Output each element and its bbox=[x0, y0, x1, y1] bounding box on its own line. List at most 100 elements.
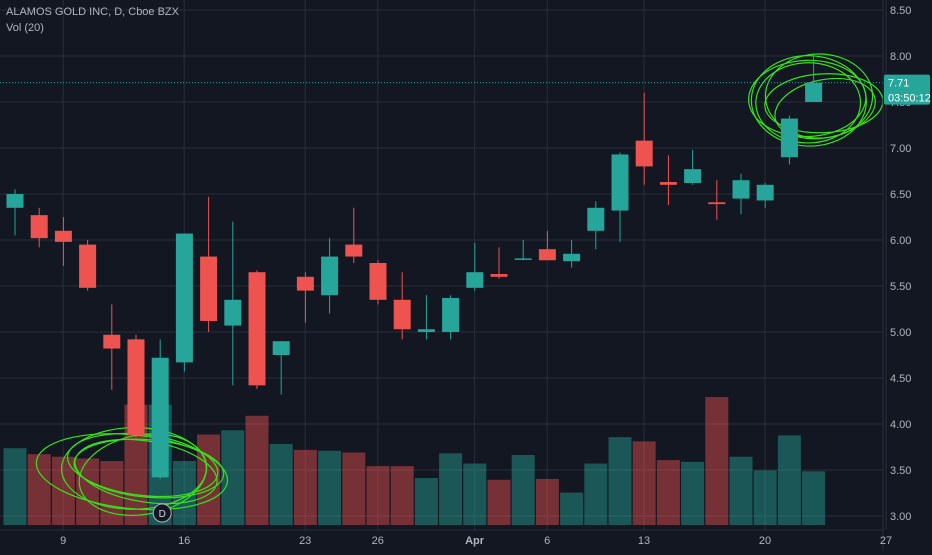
volume-bar bbox=[318, 450, 342, 525]
price-tick-label: 6.50 bbox=[890, 189, 911, 201]
candle-body bbox=[538, 249, 556, 261]
candle bbox=[756, 182, 774, 208]
candle bbox=[659, 155, 677, 206]
volume-bar bbox=[221, 430, 245, 525]
candle-body bbox=[224, 299, 242, 326]
candle bbox=[127, 334, 145, 438]
candle bbox=[54, 217, 72, 266]
price-tick-label: 8.50 bbox=[890, 5, 911, 17]
candle bbox=[321, 238, 339, 314]
symbol-legend[interactable]: ALAMOS GOLD INC, D, Cboe BZX bbox=[6, 6, 179, 18]
candle bbox=[684, 149, 702, 185]
time-tick-label: 16 bbox=[178, 535, 190, 547]
annotation-stroke bbox=[774, 77, 876, 140]
annotation-stroke bbox=[66, 432, 219, 498]
price-tick-label: 3.00 bbox=[890, 511, 911, 523]
candle-body bbox=[321, 256, 339, 296]
candle-body bbox=[248, 272, 266, 386]
annotation-stroke bbox=[750, 55, 867, 147]
volume-bar bbox=[269, 443, 293, 525]
candle-body bbox=[369, 263, 387, 300]
volume-bar bbox=[366, 466, 390, 525]
candle-body bbox=[466, 272, 484, 288]
candle-body bbox=[442, 297, 460, 332]
candle-body bbox=[30, 215, 48, 239]
volume-bar bbox=[390, 466, 414, 525]
volume-bar bbox=[172, 461, 196, 525]
candle bbox=[393, 272, 411, 340]
time-tick-label: 23 bbox=[299, 535, 311, 547]
candle bbox=[103, 304, 121, 390]
candle-body bbox=[732, 180, 750, 199]
candle bbox=[466, 242, 484, 291]
candle bbox=[732, 173, 750, 215]
candle bbox=[563, 240, 581, 268]
volume-bar bbox=[535, 478, 559, 525]
candle-body bbox=[635, 140, 653, 167]
candle-body bbox=[54, 230, 72, 242]
volume-bars bbox=[3, 397, 826, 525]
candle bbox=[490, 247, 508, 279]
volume-bar bbox=[342, 452, 366, 525]
candle-body bbox=[684, 169, 702, 183]
time-tick-label: Apr bbox=[465, 535, 485, 547]
volume-bar bbox=[293, 449, 317, 525]
candle bbox=[417, 295, 435, 340]
volume-legend[interactable]: Vol (20) bbox=[6, 22, 44, 34]
candle bbox=[805, 53, 823, 102]
candle bbox=[635, 92, 653, 185]
dividend-marker-label: D bbox=[159, 509, 166, 520]
candle-body bbox=[79, 244, 97, 288]
candle-body bbox=[563, 253, 581, 262]
price-tick-label: 6.00 bbox=[890, 235, 911, 247]
candle-body bbox=[151, 357, 169, 478]
time-axis[interactable]: 9 16 23 26 Apr 6 13 20 27 bbox=[0, 529, 892, 547]
candle bbox=[79, 240, 97, 291]
candle-body bbox=[345, 244, 363, 257]
volume-bar bbox=[681, 461, 705, 525]
volume-bar bbox=[76, 458, 100, 525]
candle bbox=[296, 272, 314, 323]
candle-body bbox=[659, 182, 677, 185]
volume-bar bbox=[705, 397, 729, 525]
volume-bar bbox=[608, 437, 632, 525]
candle-body bbox=[780, 118, 798, 158]
candle-body bbox=[611, 154, 629, 211]
candle-body bbox=[175, 233, 193, 363]
current-price-value: 7.71 bbox=[888, 78, 909, 90]
time-tick-label: 20 bbox=[759, 535, 771, 547]
volume-bar bbox=[414, 478, 438, 525]
candle-body bbox=[127, 339, 145, 436]
volume-bar bbox=[100, 461, 124, 525]
candle bbox=[200, 196, 218, 332]
volume-bar bbox=[245, 415, 269, 525]
candle-body bbox=[296, 276, 314, 291]
candle-body bbox=[272, 341, 290, 355]
volume-bar bbox=[584, 463, 608, 525]
time-tick-label: 6 bbox=[544, 535, 550, 547]
dividend-marker[interactable]: D bbox=[152, 503, 172, 523]
candle-body bbox=[6, 194, 24, 208]
volume-bar bbox=[632, 441, 656, 525]
price-tick-label: 3.50 bbox=[890, 465, 911, 477]
candle bbox=[224, 221, 242, 386]
candle-body bbox=[393, 299, 411, 330]
candle bbox=[345, 207, 363, 263]
annotation-stroke bbox=[73, 438, 225, 499]
volume-bar bbox=[439, 453, 463, 525]
candles bbox=[6, 53, 823, 480]
candle bbox=[538, 230, 556, 261]
candle bbox=[708, 180, 726, 220]
price-tick-label: 5.50 bbox=[890, 281, 911, 293]
volume-bar bbox=[487, 479, 511, 525]
candle bbox=[780, 115, 798, 165]
candle bbox=[248, 270, 266, 390]
candle bbox=[151, 339, 169, 480]
candle bbox=[175, 233, 193, 372]
candle-body bbox=[587, 207, 605, 231]
volume-bar bbox=[802, 471, 826, 525]
annotation-stroke bbox=[74, 438, 218, 505]
candle bbox=[369, 260, 387, 305]
